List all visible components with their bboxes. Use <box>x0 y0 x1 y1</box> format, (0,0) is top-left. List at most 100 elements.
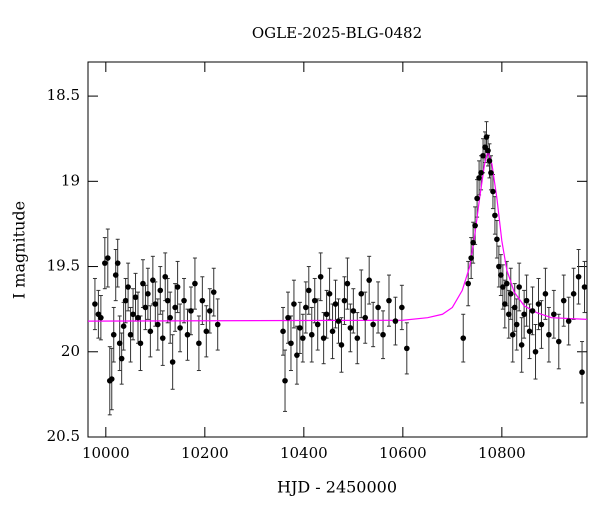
data-point <box>474 195 480 202</box>
data-point <box>174 284 181 290</box>
data-point <box>297 325 303 331</box>
data-point <box>513 321 520 328</box>
x-tick-label: 10800 <box>478 444 526 462</box>
data-point <box>404 345 410 352</box>
data-point <box>399 304 405 311</box>
data-point <box>132 294 139 301</box>
data-point <box>370 321 376 328</box>
data-point <box>500 284 506 290</box>
data-point <box>199 297 206 304</box>
data-point <box>498 272 504 278</box>
data-point <box>288 340 294 347</box>
data-point <box>354 335 361 341</box>
data-point <box>492 212 498 219</box>
data-point <box>344 280 351 287</box>
data-point <box>184 331 191 338</box>
data-point <box>317 273 324 280</box>
data-point <box>112 272 119 278</box>
data-point <box>507 291 514 297</box>
data-point <box>511 304 518 311</box>
data-point <box>285 314 291 321</box>
y-tick-label: 20 <box>61 342 80 360</box>
data-point <box>137 340 144 347</box>
data-point <box>502 301 508 307</box>
data-point <box>362 314 369 321</box>
data-point <box>214 321 221 328</box>
data-point <box>546 331 552 338</box>
data-point <box>196 340 202 347</box>
data-point <box>203 328 210 335</box>
data-point <box>521 311 527 318</box>
data-point <box>483 134 490 140</box>
data-point <box>162 273 169 280</box>
data-point <box>145 291 151 297</box>
data-point <box>155 321 161 328</box>
x-tick-label: 10000 <box>82 444 130 462</box>
data-point <box>188 308 194 314</box>
data-point <box>206 308 213 314</box>
data-point <box>135 314 141 321</box>
data-point <box>120 323 127 330</box>
data-point <box>485 147 491 154</box>
data-point <box>114 260 121 266</box>
data-point <box>159 335 166 341</box>
data-point <box>110 331 117 338</box>
data-point <box>130 311 136 318</box>
data-point <box>350 308 357 314</box>
chart-title: OGLE-2025-BLG-0482 <box>252 24 422 42</box>
data-point <box>291 301 297 307</box>
x-axis-label: HJD - 2450000 <box>277 478 397 497</box>
data-point <box>538 321 545 328</box>
plot-frame <box>87 61 588 438</box>
data-point <box>575 273 582 280</box>
data-point <box>460 335 467 341</box>
data-point <box>338 342 345 348</box>
data-point <box>581 284 588 290</box>
y-tick-label: 19 <box>61 171 80 189</box>
data-point <box>323 311 330 318</box>
data-point <box>375 304 381 311</box>
data-point <box>509 331 516 338</box>
data-point <box>125 284 131 290</box>
data-point <box>169 359 176 365</box>
data-point <box>303 304 309 311</box>
data-point <box>118 355 125 362</box>
data-point <box>102 260 108 266</box>
data-point <box>152 301 159 307</box>
data-point <box>526 328 533 335</box>
data-point <box>392 318 399 324</box>
data-point <box>305 287 312 294</box>
data-point <box>504 280 510 287</box>
data-point <box>380 331 386 338</box>
data-point <box>505 311 512 318</box>
data-point <box>147 328 154 335</box>
data-point <box>551 311 557 318</box>
data-point <box>210 289 217 295</box>
data-point <box>181 297 187 304</box>
data-point <box>472 222 478 229</box>
data-point <box>532 348 539 355</box>
data-point <box>358 291 365 297</box>
data-point <box>570 291 577 297</box>
data-point <box>465 280 471 287</box>
y-axis-label: I magnitude <box>10 201 29 299</box>
data-point <box>98 314 104 321</box>
x-tick-label: 10600 <box>379 444 427 462</box>
data-point <box>516 284 522 290</box>
y-tick-label: 20.5 <box>47 427 80 445</box>
y-tick-label: 19.5 <box>47 257 80 275</box>
data-point <box>142 304 149 311</box>
data-point <box>366 277 372 283</box>
data-point <box>314 321 321 328</box>
data-point <box>280 328 286 335</box>
data-point <box>560 297 567 304</box>
data-point <box>523 297 530 304</box>
data-point <box>468 255 474 261</box>
data-point <box>177 325 183 331</box>
data-point <box>518 342 525 348</box>
data-point <box>157 287 164 294</box>
data-point <box>122 297 129 304</box>
data-point <box>347 325 354 331</box>
